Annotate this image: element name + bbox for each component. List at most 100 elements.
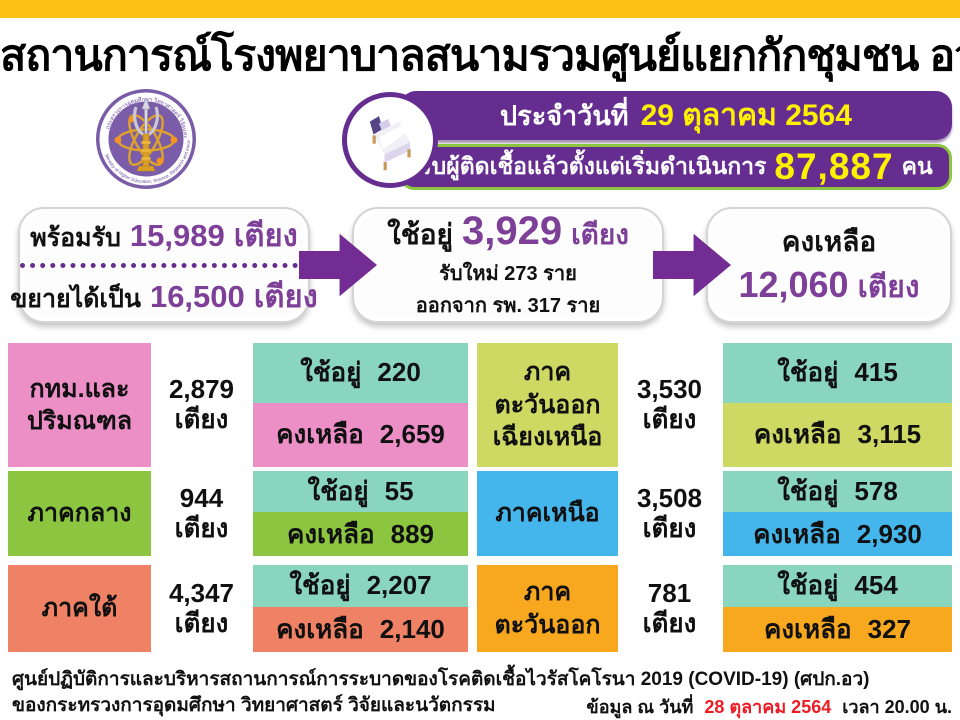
- orbit-dots: [114, 115, 178, 165]
- remaining-value: 3,115: [857, 419, 922, 450]
- remaining-value: 889: [390, 518, 435, 549]
- ministry-logo: กระทรวงการอุดมศึกษา วิทยาศาสตร์ วิจัยและ…: [95, 86, 196, 189]
- beds-unit: เตียง: [174, 404, 229, 434]
- remaining-label: คงเหลือ: [763, 613, 852, 644]
- date-value: 29 ตุลาคม 2564: [640, 99, 852, 132]
- used-label: ใช้อยู่: [777, 476, 839, 506]
- used-label: ใช้อยู่: [777, 570, 839, 601]
- region-beds-bkk: 2,879 เตียง: [155, 343, 248, 467]
- remaining-label: คงเหลือ: [781, 225, 877, 257]
- remaining-value: 327: [867, 613, 912, 644]
- remaining-label: คงเหลือ: [276, 419, 364, 450]
- beds-unit: เตียง: [174, 512, 229, 543]
- region-beds-south: 4,347 เตียง: [155, 565, 248, 652]
- date-banner: ประจำวันที่ 29 ตุลาคม 2564: [400, 91, 952, 140]
- region-name-south: ภาคใต้: [8, 565, 151, 652]
- region-name-north: ภาคเหนือ: [477, 471, 618, 556]
- remaining-bar: คงเหลือ 889: [253, 512, 468, 556]
- region-beds-central: 944 เตียง: [155, 471, 248, 556]
- note-prefix: ข้อมูล ณ วันที่: [586, 697, 694, 717]
- region-name-east: ภาค ตะวันออก: [477, 565, 618, 652]
- region-name-northeast: ภาค ตะวันออก เฉียงเหนือ: [477, 343, 618, 467]
- remaining-unit: เตียง: [857, 270, 920, 304]
- used-label: ใช้อยู่: [777, 357, 839, 388]
- top-yellow-bar: [0, 0, 960, 18]
- remaining-bar: คงเหลือ 327: [723, 606, 952, 652]
- capacity-box: พร้อมรับ 15,989 เตียง ขยายได้เป็น 16,500…: [10, 207, 318, 323]
- date-label: ประจำวันที่: [500, 101, 629, 131]
- region-stats-bkk: ใช้อยู่ 220 คงเหลือ 2,659: [253, 343, 468, 467]
- remaining-label: คงเหลือ: [276, 613, 364, 644]
- region-stats-north: ใช้อยู่ 578 คงเหลือ 2,930: [723, 471, 952, 556]
- used-bar: ใช้อยู่ 220: [253, 343, 468, 403]
- region-name-bkk: กทม.และ ปริมณฑล: [8, 343, 151, 467]
- expand-unit: เตียง: [253, 278, 318, 314]
- ready-unit: เตียง: [233, 217, 298, 253]
- page-title: สถานการณ์โรงพยาบาลสนามรวมศูนย์แยกกักชุมช…: [0, 32, 960, 80]
- ready-label: พร้อมรับ: [30, 223, 121, 252]
- region-stats-east: ใช้อยู่ 454 คงเหลือ 327: [723, 565, 952, 652]
- note-suffix: เวลา 20.00 น.: [842, 697, 952, 717]
- region-stats-south: ใช้อยู่ 2,207 คงเหลือ 2,140: [253, 565, 468, 652]
- dotted-divider: [20, 262, 308, 268]
- used-label: ใช้อยู่: [289, 570, 351, 601]
- remaining-label: คงเหลือ: [753, 419, 842, 450]
- region-beds-north: 3,508 เตียง: [621, 471, 718, 556]
- remaining-bar: คงเหลือ 2,659: [253, 402, 468, 467]
- bed-icon: [369, 116, 411, 171]
- in-use-value: 3,929: [461, 209, 563, 253]
- region-stats-northeast: ใช้อยู่ 415 คงเหลือ 3,115: [723, 343, 952, 467]
- beds-unit: เตียง: [642, 512, 697, 543]
- used-bar: ใช้อยู่ 578: [723, 471, 952, 512]
- remaining-value: 2,930: [856, 518, 922, 549]
- expand-value: 16,500: [149, 278, 245, 314]
- beds-unit: เตียง: [174, 607, 229, 638]
- expand-label: ขยายได้เป็น: [10, 284, 141, 313]
- used-value: 415: [854, 357, 898, 388]
- used-bar: ใช้อยู่ 454: [723, 565, 952, 607]
- region-name-central: ภาคกลาง: [8, 471, 151, 556]
- cumulative-label: รับผู้ติดเชื้อแล้วตั้งแต่เริ่มดำเนินการ: [419, 153, 767, 179]
- remaining-box: คงเหลือ 12,060 เตียง: [706, 207, 952, 323]
- cumulative-banner: รับผู้ติดเชื้อแล้วตั้งแต่เริ่มดำเนินการ …: [400, 144, 952, 190]
- used-value: 55: [384, 476, 414, 506]
- beds-value: 3,508: [636, 482, 703, 513]
- beds-value: 2,879: [168, 374, 235, 405]
- remaining-label: คงเหลือ: [286, 518, 375, 549]
- new-admissions: รับใหม่ 273 ราย: [439, 263, 577, 285]
- beds-unit: เตียง: [642, 607, 697, 638]
- cumulative-value: 87,887: [774, 146, 894, 187]
- footer-org-line2: ของกระทรวงการอุดมศึกษา วิทยาศาสตร์ วิจัย…: [12, 695, 496, 716]
- in-use-label: ใช้อยู่: [387, 219, 453, 250]
- remaining-value: 2,659: [379, 419, 445, 450]
- region-beds-east: 781 เตียง: [621, 565, 718, 652]
- used-label: ใช้อยู่: [307, 476, 369, 506]
- beds-value: 3,530: [636, 374, 703, 405]
- used-label: ใช้อยู่: [300, 357, 362, 388]
- used-value: 2,207: [366, 570, 432, 601]
- logo-white-ring: [99, 92, 193, 186]
- used-bar: ใช้อยู่ 2,207: [253, 565, 468, 607]
- beds-value: 944: [179, 482, 224, 513]
- in-use-unit: เตียง: [571, 219, 629, 250]
- cumulative-unit: คน: [901, 153, 933, 179]
- used-value: 220: [377, 357, 421, 388]
- data-as-of-note: ข้อมูล ณ วันที่ 28 ตุลาคม 2564 เวลา 20.0…: [586, 692, 952, 720]
- used-value: 454: [854, 570, 898, 601]
- remaining-bar: คงเหลือ 3,115: [723, 402, 952, 467]
- remaining-bar: คงเหลือ 2,140: [253, 606, 468, 652]
- beds-value: 781: [647, 577, 692, 608]
- trident-icon: [132, 97, 160, 172]
- remaining-value: 2,140: [379, 613, 445, 644]
- discharged: ออกจาก รพ. 317 ราย: [415, 295, 601, 317]
- ready-value: 15,989: [129, 217, 225, 253]
- region-beds-northeast: 3,530 เตียง: [621, 343, 718, 467]
- note-date: 28 ตุลาคม 2564: [704, 697, 832, 717]
- in-use-box: ใช้อยู่ 3,929 เตียง รับใหม่ 273 ราย ออกจ…: [352, 207, 664, 323]
- used-value: 578: [854, 476, 898, 506]
- region-stats-central: ใช้อยู่ 55 คงเหลือ 889: [253, 471, 468, 556]
- beds-unit: เตียง: [642, 404, 697, 434]
- remaining-bar: คงเหลือ 2,930: [723, 512, 952, 556]
- footer-org-line1: ศูนย์ปฏิบัติการและบริหารสถานการณ์การระบา…: [12, 669, 870, 690]
